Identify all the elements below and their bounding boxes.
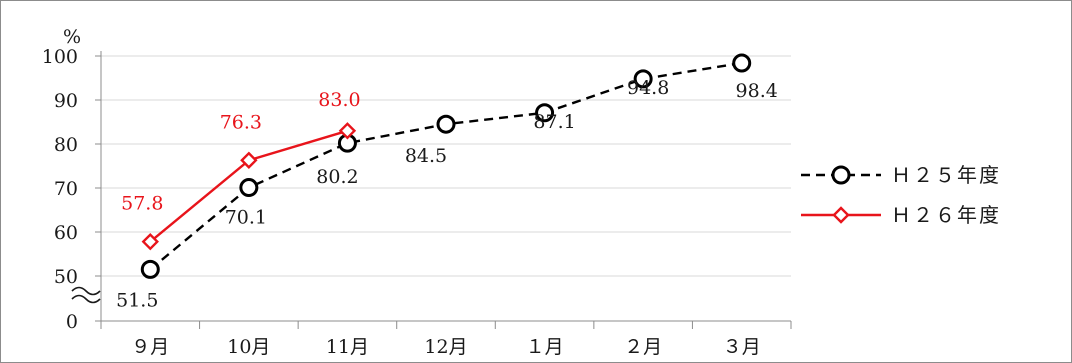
legend-label: Ｈ２５年度: [891, 163, 1001, 187]
data-label: 76.3: [220, 111, 262, 133]
y-tick-label: 50: [54, 266, 78, 288]
data-point-marker: [732, 53, 752, 73]
legend: Ｈ２５年度 Ｈ２６年度: [801, 163, 1001, 227]
data-label: 80.2: [316, 166, 358, 188]
legend-marker: [832, 206, 850, 224]
data-label: 84.5: [405, 145, 447, 167]
axes: 0 50 60 70 80 90 100% ９月 10月 11月 12月 １月 ２月 ３月: [42, 26, 792, 358]
x-tick-label: 10月: [227, 336, 270, 358]
data-point-marker: [436, 114, 456, 134]
data-point-marker: [239, 178, 259, 198]
data-point-marker: [140, 259, 160, 279]
labels: 51.5 70.1 80.2 84.5 87.1 94.8 98.4 57.8 76.3 83.0: [116, 77, 778, 312]
data-point-marker: [338, 122, 357, 140]
x-tick-label: ２月: [624, 336, 662, 358]
x-tick-label: ３月: [723, 336, 761, 358]
data-label: 98.4: [736, 80, 778, 102]
data-point-marker: [240, 151, 258, 169]
x-tick-label: 11月: [326, 336, 369, 358]
x-tick-label: 12月: [424, 336, 467, 358]
y-tick-label: 100: [42, 46, 78, 68]
data-label: 94.8: [627, 77, 669, 99]
data-label: 87.1: [533, 111, 575, 133]
data-point-marker: [633, 69, 653, 89]
x-tick-label: １月: [526, 336, 564, 358]
y-tick-label: 80: [54, 134, 78, 156]
axis-break-mark: [71, 286, 101, 296]
legend-marker: [831, 165, 851, 185]
data-point-marker: [535, 103, 555, 123]
y-tick-label: 90: [54, 90, 78, 112]
axis-break-mark: [71, 294, 101, 304]
data-label: 57.8: [121, 193, 163, 215]
series-lines: [140, 53, 752, 279]
y-tick-label: 70: [54, 178, 78, 200]
y-tick-label: 0: [66, 311, 78, 333]
data-label: 70.1: [225, 207, 267, 229]
data-label: 83.0: [318, 89, 360, 111]
x-tick-label: ９月: [131, 336, 169, 358]
y-tick-label: 60: [54, 222, 78, 244]
data-point-marker: [141, 232, 159, 251]
y-unit-label: %: [63, 26, 81, 48]
legend-label: Ｈ２６年度: [891, 203, 1001, 227]
data-label: 51.5: [116, 289, 158, 311]
